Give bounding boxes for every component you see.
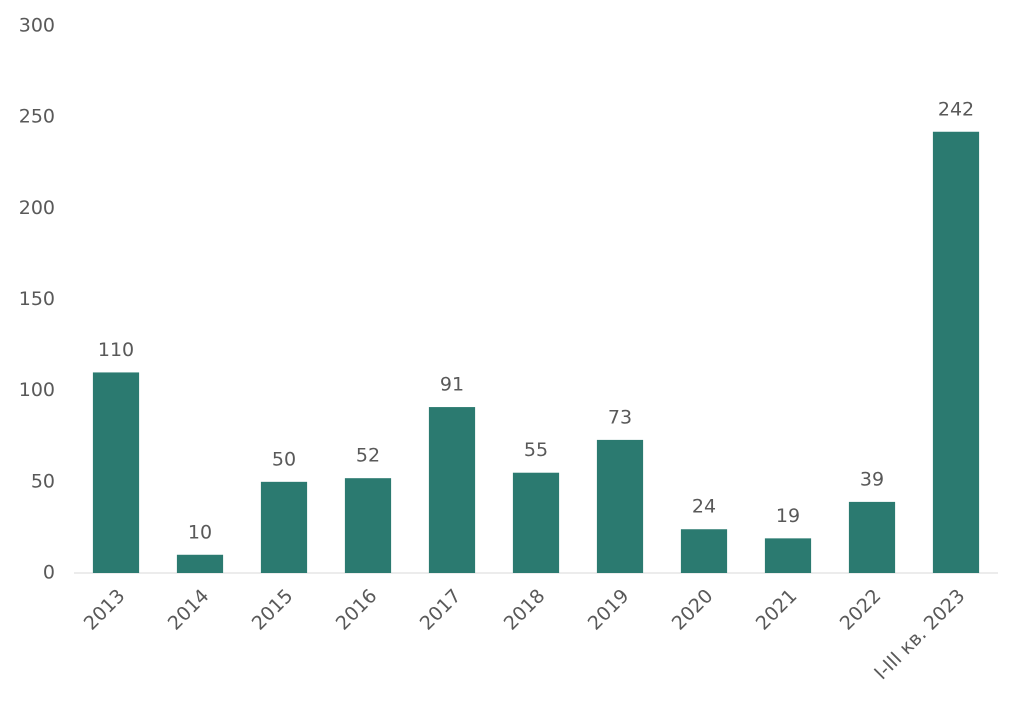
x-tick-label: 2013 bbox=[80, 585, 130, 635]
y-tick-label: 300 bbox=[19, 15, 55, 37]
y-tick-label: 150 bbox=[19, 288, 55, 310]
x-tick-label: I-III кв. 2023 bbox=[870, 585, 969, 684]
bar bbox=[680, 529, 728, 573]
x-tick-label: 2017 bbox=[416, 585, 466, 635]
x-tick-label: 2018 bbox=[500, 585, 550, 635]
data-label: 19 bbox=[776, 505, 800, 527]
y-tick-label: 50 bbox=[31, 470, 55, 492]
bar bbox=[344, 478, 392, 573]
bar bbox=[428, 407, 476, 573]
y-tick-label: 200 bbox=[19, 197, 55, 219]
data-label: 55 bbox=[524, 439, 548, 461]
bar bbox=[848, 501, 896, 573]
x-tick-label: 2021 bbox=[752, 585, 802, 635]
data-label: 242 bbox=[938, 98, 974, 120]
data-label: 24 bbox=[692, 496, 716, 518]
data-label: 73 bbox=[608, 406, 632, 428]
bar bbox=[176, 554, 224, 573]
x-tick-label: 2020 bbox=[668, 585, 718, 635]
bar bbox=[764, 538, 812, 573]
x-tick-label: 2022 bbox=[836, 585, 886, 635]
data-label: 91 bbox=[440, 374, 464, 396]
data-label: 39 bbox=[860, 468, 884, 490]
bar bbox=[512, 472, 560, 573]
data-label: 110 bbox=[98, 339, 134, 361]
bar bbox=[260, 481, 308, 573]
data-label: 50 bbox=[272, 448, 296, 470]
bar bbox=[92, 372, 140, 573]
y-tick-label: 100 bbox=[19, 379, 55, 401]
x-tick-label: 2015 bbox=[248, 585, 298, 635]
y-tick-label: 0 bbox=[43, 562, 55, 584]
y-tick-label: 250 bbox=[19, 106, 55, 128]
data-label: 10 bbox=[188, 521, 212, 543]
bar bbox=[932, 131, 980, 573]
x-tick-label: 2014 bbox=[164, 585, 214, 635]
x-tick-label: 2019 bbox=[584, 585, 634, 635]
data-label: 52 bbox=[356, 445, 380, 467]
bar bbox=[596, 439, 644, 573]
x-tick-label: 2016 bbox=[332, 585, 382, 635]
